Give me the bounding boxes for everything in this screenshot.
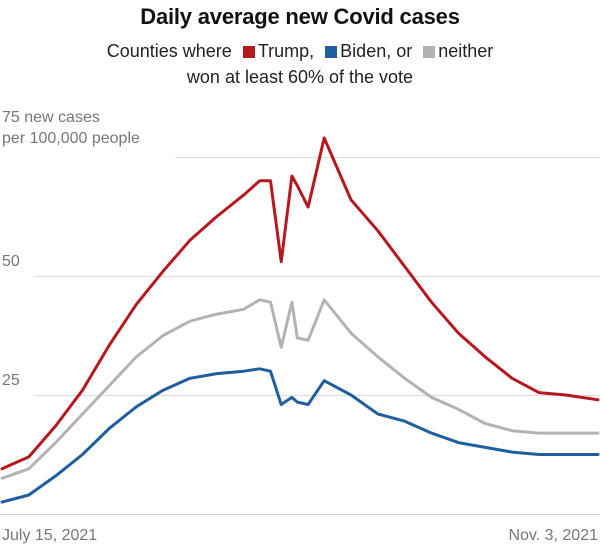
legend-swatch-trump xyxy=(242,46,255,58)
legend-label-neither: neither xyxy=(438,41,494,61)
y-axis-label-line-2: per 100,000 people xyxy=(2,130,140,147)
series-line-neither xyxy=(0,298,600,480)
legend-prefix: Counties where xyxy=(106,41,232,61)
legend-label-biden: Biden, or xyxy=(340,41,413,61)
chart-series-lines xyxy=(0,136,600,504)
y-tick-label-50: 50 xyxy=(2,253,20,270)
legend-swatch-biden xyxy=(325,46,338,58)
legend-line-2: won at least 60% of the vote xyxy=(186,67,414,87)
chart-title: Daily average new Covid cases xyxy=(140,4,460,29)
y-axis-label: 75 new cases per 100,000 people xyxy=(2,107,140,149)
chart-gridlines xyxy=(0,157,600,515)
x-axis-start-label: July 15, 2021 xyxy=(2,527,98,544)
series-line-trump xyxy=(0,136,600,471)
legend-line-1: Counties where Trump, Biden, or neither xyxy=(0,38,600,64)
y-tick-label-25: 25 xyxy=(2,372,20,389)
legend-label-trump: Trump, xyxy=(257,41,315,61)
x-axis-end-label: Nov. 3, 2021 xyxy=(508,527,598,544)
series-line-biden xyxy=(0,367,600,504)
legend-swatch-neither xyxy=(423,46,436,58)
y-axis-label-line-1: 75 new cases xyxy=(2,109,100,126)
chart-legend: Counties where Trump, Biden, or neither … xyxy=(0,38,600,90)
